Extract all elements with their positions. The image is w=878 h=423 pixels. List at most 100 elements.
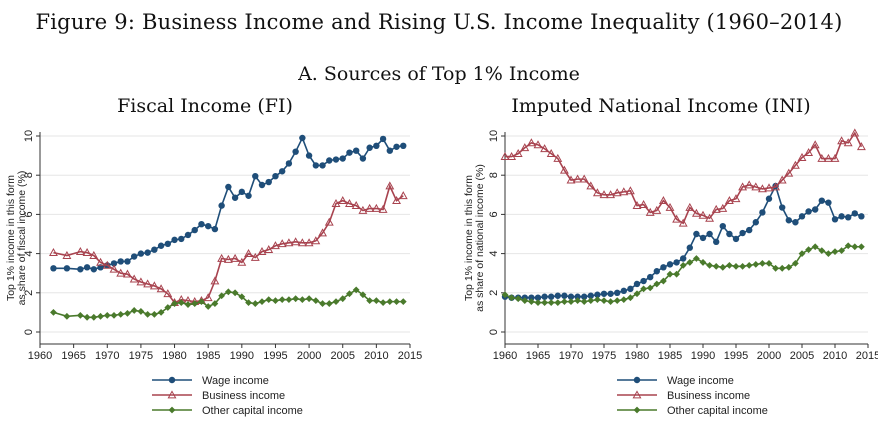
y-tick-label: 6 bbox=[488, 211, 500, 217]
data-point bbox=[718, 203, 728, 212]
data-point bbox=[726, 261, 733, 269]
x-tick-label: 2000 bbox=[297, 350, 321, 362]
data-point bbox=[299, 134, 306, 142]
data-point bbox=[204, 303, 212, 310]
data-point bbox=[838, 213, 845, 220]
data-point bbox=[810, 140, 820, 149]
data-point bbox=[739, 229, 746, 237]
x-tick-label: 2005 bbox=[790, 350, 814, 362]
data-point bbox=[258, 181, 266, 189]
data-point bbox=[97, 312, 104, 320]
data-point bbox=[746, 226, 753, 234]
data-point bbox=[612, 188, 622, 197]
y-tick-label: 2 bbox=[23, 290, 35, 296]
data-point bbox=[633, 290, 641, 298]
data-point bbox=[230, 253, 240, 262]
data-point bbox=[298, 296, 306, 304]
data-point bbox=[653, 268, 660, 275]
data-point bbox=[792, 260, 799, 267]
data-point bbox=[331, 198, 341, 207]
data-point bbox=[541, 299, 548, 306]
data-point bbox=[732, 235, 740, 243]
data-point bbox=[812, 206, 819, 213]
data-point bbox=[679, 261, 687, 269]
data-point bbox=[312, 162, 320, 169]
y-axis-label: Top 1% income in this form bbox=[5, 175, 17, 301]
data-point bbox=[574, 297, 581, 305]
data-point bbox=[785, 263, 793, 271]
data-point bbox=[50, 309, 57, 316]
data-point bbox=[724, 196, 734, 205]
data-point bbox=[858, 243, 865, 251]
data-point bbox=[528, 298, 535, 306]
data-point bbox=[325, 300, 333, 307]
data-point bbox=[116, 268, 126, 277]
data-point bbox=[554, 292, 561, 299]
y-axis-label: Top 1% income in this form bbox=[463, 175, 475, 301]
data-point bbox=[399, 298, 407, 306]
legend-label: Other capital income bbox=[667, 405, 768, 417]
data-point bbox=[366, 297, 374, 305]
data-point bbox=[587, 292, 594, 299]
data-point bbox=[123, 269, 132, 278]
data-point bbox=[779, 204, 786, 211]
data-point bbox=[797, 152, 807, 161]
data-point bbox=[265, 178, 272, 186]
x-tick-label: 2015 bbox=[856, 350, 878, 362]
data-point bbox=[693, 255, 700, 262]
data-point bbox=[250, 252, 260, 261]
y-axis-label: as share of national income (%) bbox=[474, 164, 486, 312]
data-point bbox=[144, 310, 152, 318]
data-point bbox=[632, 200, 642, 209]
series-line bbox=[53, 183, 404, 304]
data-point bbox=[798, 213, 806, 220]
x-tick-label: 2010 bbox=[364, 350, 388, 362]
data-point bbox=[713, 238, 720, 246]
data-point bbox=[500, 151, 510, 160]
data-point bbox=[372, 297, 380, 305]
data-point bbox=[137, 308, 145, 315]
x-tick-label: 1965 bbox=[61, 350, 85, 362]
data-point bbox=[751, 182, 761, 191]
data-point bbox=[291, 237, 301, 246]
data-point bbox=[257, 247, 267, 256]
data-point bbox=[528, 294, 535, 301]
data-point bbox=[373, 142, 380, 149]
data-point bbox=[392, 196, 401, 205]
data-point bbox=[198, 298, 205, 306]
data-point bbox=[844, 242, 852, 250]
series-wage-income bbox=[501, 182, 865, 301]
data-point bbox=[660, 264, 667, 271]
data-point bbox=[292, 295, 300, 303]
data-point bbox=[117, 310, 125, 318]
data-point bbox=[311, 236, 321, 245]
data-point bbox=[144, 249, 151, 256]
data-point bbox=[231, 194, 239, 201]
data-point bbox=[238, 293, 246, 301]
series-business-income bbox=[500, 128, 866, 227]
x-tick-label: 2000 bbox=[757, 350, 781, 362]
data-point bbox=[191, 226, 198, 234]
data-point bbox=[184, 231, 192, 239]
legend-marker bbox=[632, 390, 642, 399]
data-point bbox=[653, 280, 661, 288]
data-point bbox=[319, 300, 326, 307]
data-point bbox=[665, 202, 675, 211]
data-point bbox=[739, 262, 746, 270]
data-point bbox=[265, 296, 273, 304]
data-point bbox=[83, 264, 91, 271]
data-point bbox=[251, 300, 259, 307]
data-point bbox=[685, 202, 695, 211]
data-point bbox=[508, 294, 515, 302]
data-point bbox=[49, 247, 58, 256]
data-point bbox=[292, 148, 299, 155]
data-point bbox=[691, 208, 701, 217]
data-point bbox=[285, 296, 293, 304]
data-point bbox=[566, 175, 576, 184]
data-point bbox=[586, 181, 596, 190]
y-tick-label: 0 bbox=[488, 329, 500, 335]
data-point bbox=[607, 298, 614, 306]
data-point bbox=[757, 184, 767, 193]
series-other-capital-income bbox=[501, 242, 865, 306]
